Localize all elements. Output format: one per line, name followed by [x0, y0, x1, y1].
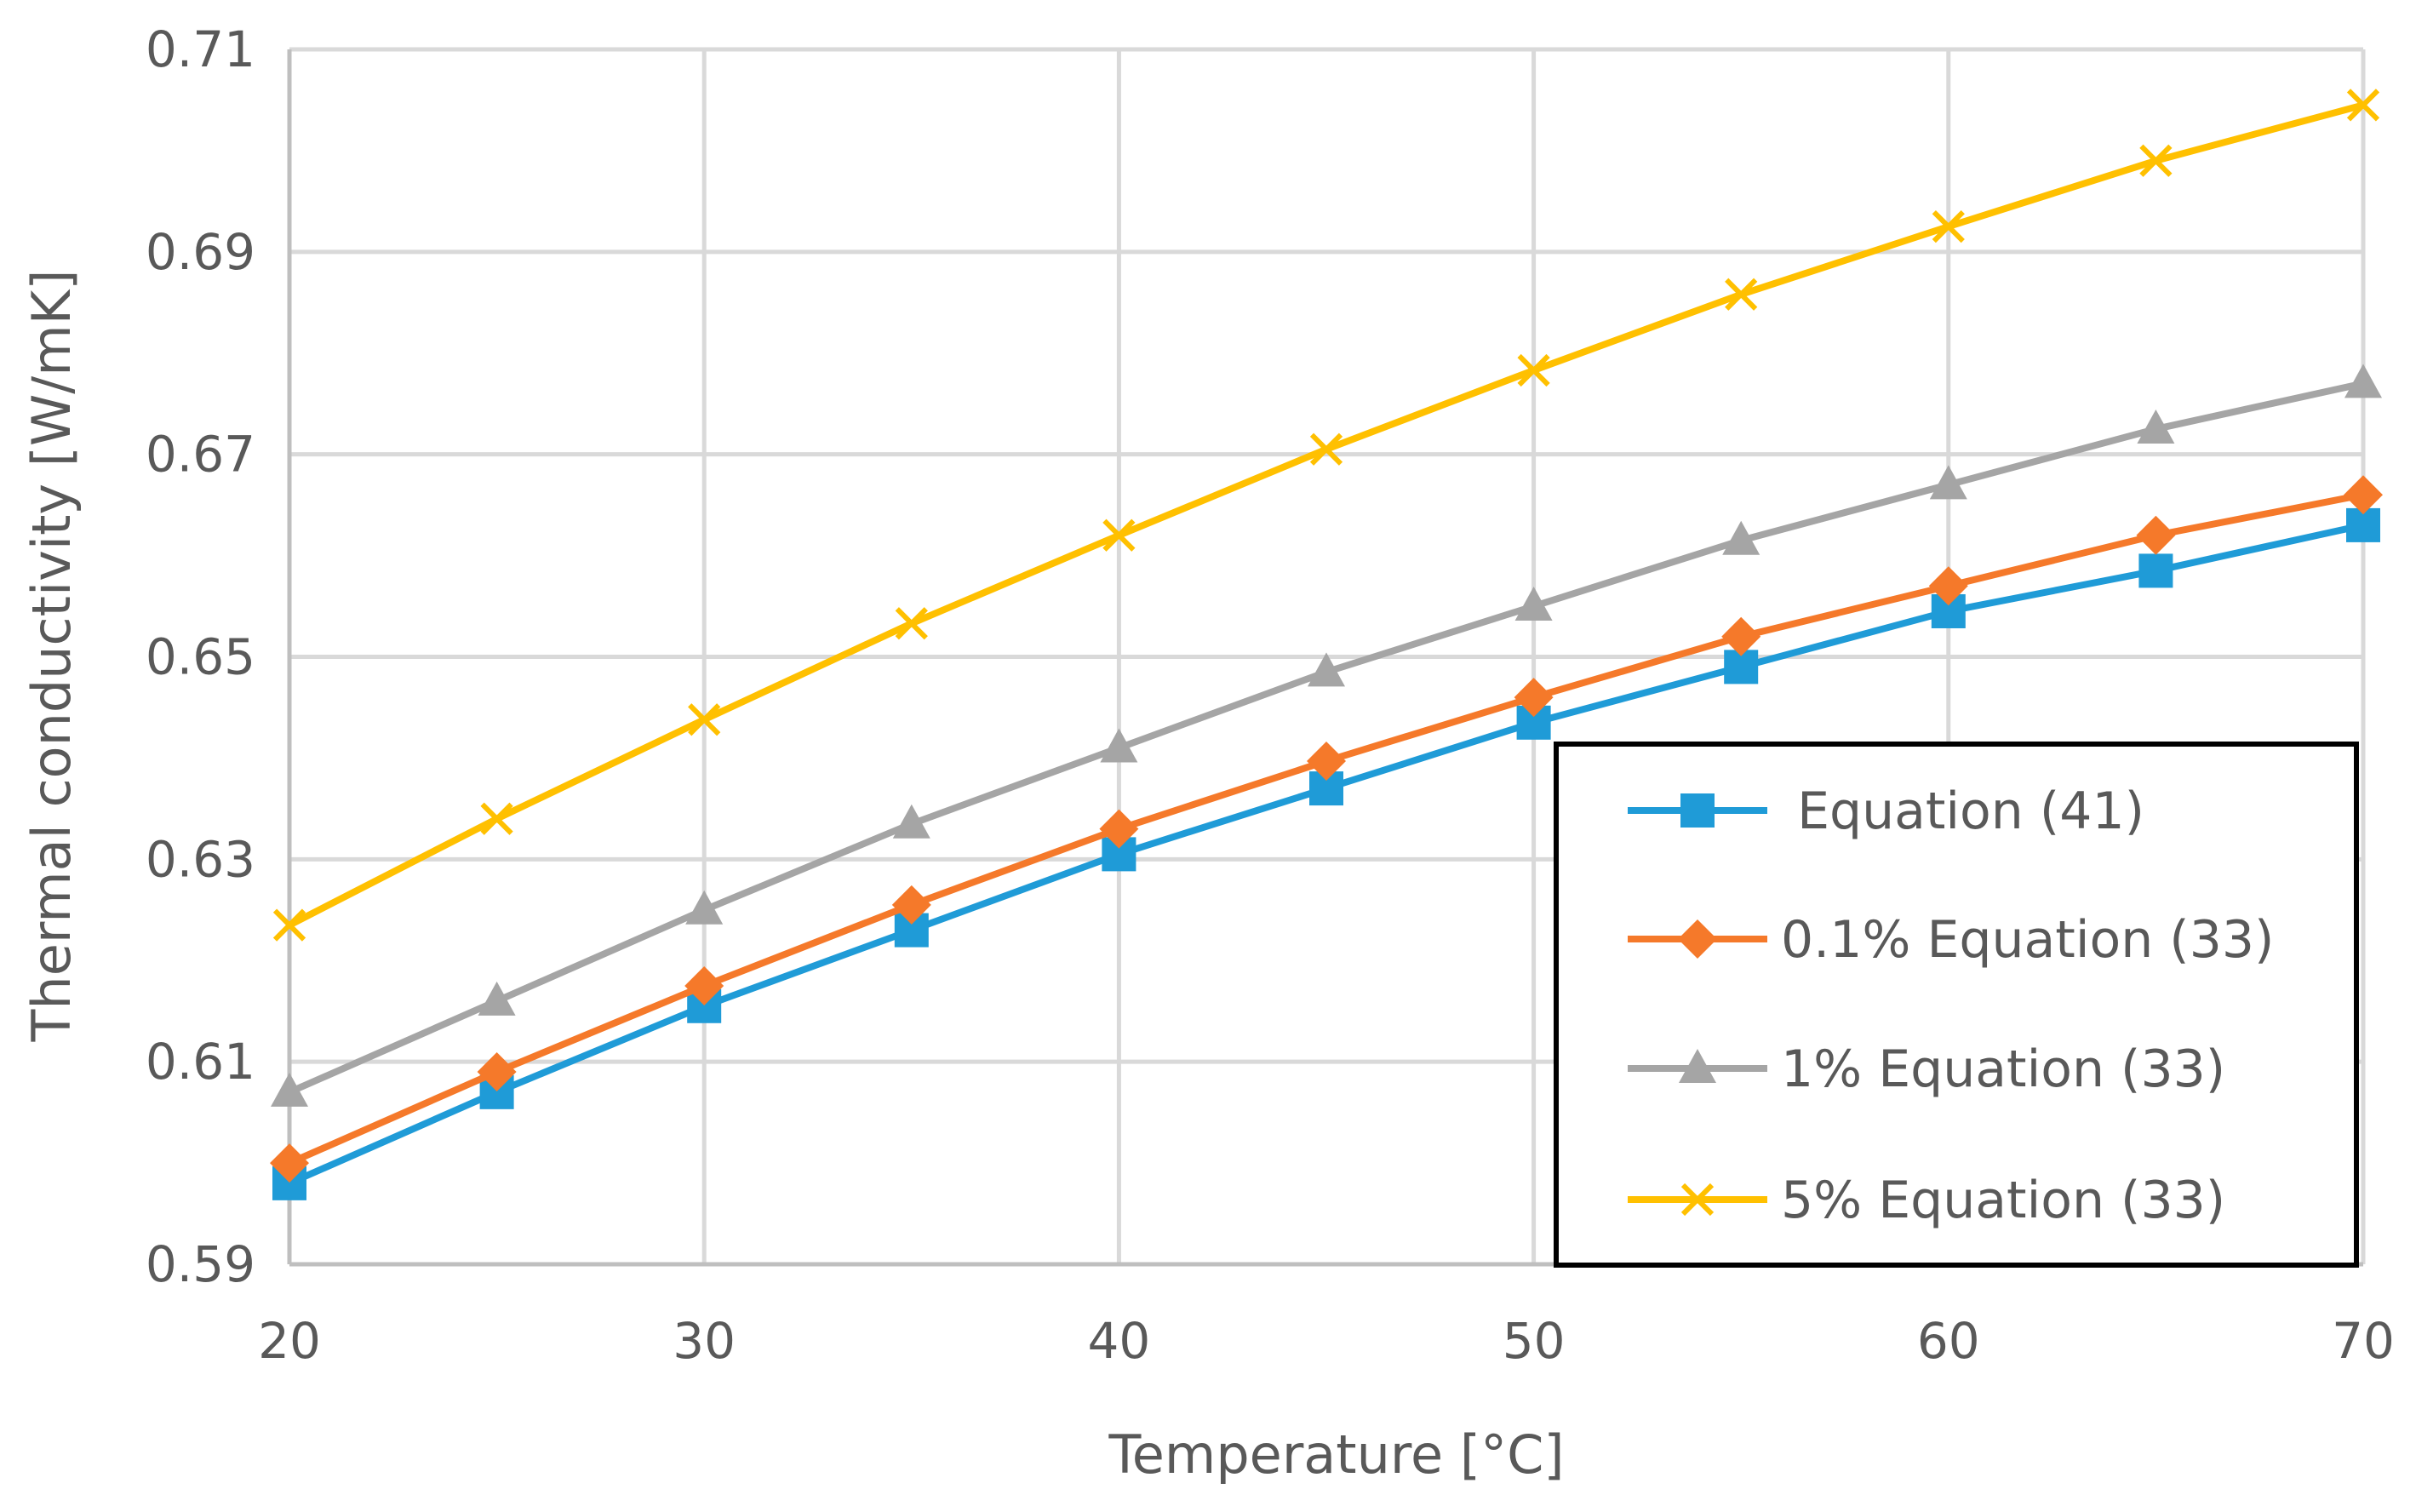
y-tick-label: 0.63 — [146, 830, 255, 888]
data-point — [2136, 515, 2176, 555]
y-tick-label: 0.59 — [146, 1235, 255, 1293]
data-point — [1514, 678, 1554, 718]
data-point — [892, 804, 930, 839]
legend-item: 5% Equation (33) — [1628, 1171, 2225, 1230]
data-point — [2344, 475, 2383, 515]
x-tick-label: 70 — [2332, 1312, 2395, 1370]
data-point — [891, 885, 931, 925]
legend: Equation (41) 0.1% Equation (33) 1% Equati… — [1554, 742, 2359, 1268]
x-tick-label: 50 — [1503, 1312, 1566, 1370]
y-tick-label: 0.65 — [146, 628, 255, 686]
data-point — [1721, 616, 1761, 656]
data-point — [1929, 465, 1967, 500]
data-point — [2139, 144, 2173, 177]
x-axis-title: Temperature [°C] — [1108, 1423, 1564, 1486]
y-tick-label: 0.67 — [146, 426, 255, 484]
legend-label: Equation (41) — [1781, 782, 2144, 841]
y-tick-label: 0.69 — [146, 223, 255, 281]
data-point — [477, 1052, 517, 1092]
series-1 — [272, 507, 2380, 1200]
data-point — [1514, 587, 1553, 621]
legend-label: 1% Equation (33) — [1781, 1040, 2225, 1099]
legend-item: 1% Equation (33) — [1628, 1040, 2225, 1099]
series-2 — [270, 475, 2383, 1183]
x-tick-label: 60 — [1917, 1312, 1980, 1370]
data-point — [1517, 353, 1550, 387]
data-point — [1725, 278, 1758, 311]
x-tick-labels: 20 30 40 50 60 70 — [258, 1312, 2395, 1370]
legend-marker — [1680, 793, 1715, 828]
series-3 — [271, 364, 2382, 1107]
y-tick-label: 0.71 — [146, 20, 255, 78]
data-point — [2138, 553, 2173, 588]
legend-marker — [1680, 1183, 1715, 1217]
data-point — [1932, 209, 1965, 243]
legend-box — [1554, 742, 2359, 1268]
data-point — [270, 1143, 309, 1183]
y-tick-label: 0.61 — [146, 1033, 255, 1091]
data-point — [478, 981, 516, 1016]
data-point — [480, 802, 513, 835]
data-point — [895, 607, 928, 640]
data-point — [2346, 89, 2380, 122]
data-point — [271, 1072, 308, 1107]
y-axis-title: Thermal conductivity [W/mK] — [20, 270, 83, 1043]
legend-marker — [1678, 919, 1717, 959]
x-tick-label: 40 — [1087, 1312, 1150, 1370]
data-point — [1307, 741, 1346, 781]
data-point — [1308, 652, 1345, 687]
data-point — [2344, 364, 2382, 398]
data-point — [1309, 432, 1343, 466]
data-point — [1099, 809, 1139, 849]
data-point — [1722, 520, 1760, 555]
data-point — [684, 965, 724, 1005]
data-point — [1100, 728, 1138, 763]
legend-item: 0.1% Equation (33) — [1628, 910, 2274, 970]
legend-item: Equation (41) — [1628, 782, 2144, 841]
legend-label: 0.1% Equation (33) — [1781, 910, 2274, 970]
data-point — [685, 890, 724, 925]
y-tick-labels: 0.59 0.61 0.63 0.65 0.67 0.69 0.71 — [146, 20, 255, 1293]
data-point — [1102, 518, 1136, 552]
data-point — [688, 703, 721, 736]
data-point — [1928, 566, 1968, 606]
x-tick-label: 30 — [673, 1312, 736, 1370]
legend-marker — [1679, 1049, 1716, 1083]
legend-label: 5% Equation (33) — [1781, 1171, 2225, 1230]
series-layer — [270, 89, 2383, 1200]
data-point — [2137, 409, 2175, 444]
data-point — [272, 908, 306, 942]
series-4 — [272, 89, 2380, 942]
x-tick-label: 20 — [258, 1312, 321, 1370]
